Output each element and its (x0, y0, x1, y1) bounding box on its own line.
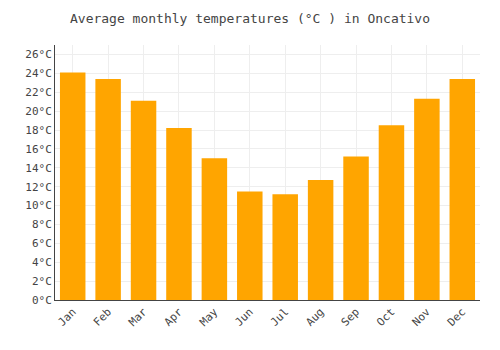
svg-text:Jun: Jun (233, 306, 256, 329)
svg-text:26°C: 26°C (25, 48, 52, 61)
svg-text:18°C: 18°C (25, 124, 52, 137)
svg-text:14°C: 14°C (25, 162, 52, 175)
svg-text:Feb: Feb (91, 306, 114, 329)
svg-text:Jan: Jan (55, 306, 78, 329)
svg-text:Dec: Dec (445, 306, 468, 329)
svg-text:Nov: Nov (410, 305, 434, 329)
svg-text:Average monthly temperatures (: Average monthly temperatures (°C ) in On… (70, 11, 430, 26)
svg-text:12°C: 12°C (25, 181, 52, 194)
svg-text:4°C: 4°C (32, 256, 52, 269)
svg-text:Oct: Oct (374, 306, 397, 329)
svg-text:8°C: 8°C (32, 218, 52, 231)
svg-text:16°C: 16°C (25, 143, 52, 156)
svg-text:Mar: Mar (126, 305, 150, 329)
svg-text:2°C: 2°C (32, 275, 52, 288)
svg-text:Apr: Apr (162, 305, 186, 329)
svg-text:6°C: 6°C (32, 237, 52, 250)
svg-text:20°C: 20°C (25, 105, 52, 118)
svg-text:Jul: Jul (268, 306, 291, 329)
svg-text:Aug: Aug (303, 306, 326, 329)
svg-text:0°C: 0°C (32, 294, 52, 307)
svg-text:22°C: 22°C (25, 86, 52, 99)
svg-text:Sep: Sep (339, 306, 362, 329)
svg-text:24°C: 24°C (25, 67, 52, 80)
svg-text:May: May (197, 305, 221, 329)
svg-text:10°C: 10°C (25, 199, 52, 212)
